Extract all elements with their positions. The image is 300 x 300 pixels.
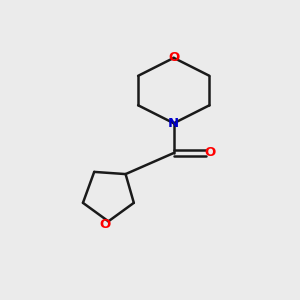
Text: O: O <box>205 146 216 160</box>
Text: N: N <box>168 117 179 130</box>
Text: O: O <box>168 51 179 64</box>
Text: O: O <box>99 218 110 231</box>
